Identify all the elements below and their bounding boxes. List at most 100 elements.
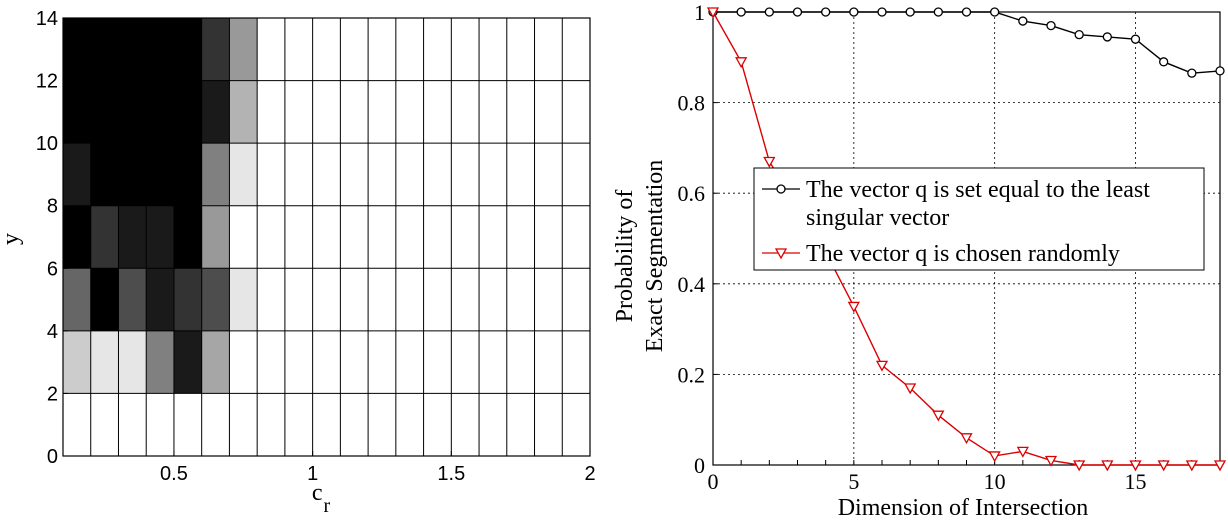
heatmap-cell	[63, 268, 91, 331]
line-chart-y-tick-label: 0.2	[678, 362, 706, 387]
heatmap-cell	[146, 268, 174, 331]
series-point-1	[961, 7, 972, 17]
series-point-2	[735, 57, 748, 69]
heatmap-cell	[534, 143, 563, 206]
y-axis-label-line-2: Exact Segmentation	[642, 160, 668, 353]
line-chart-x-tick-label: 10	[984, 469, 1006, 494]
heatmap-grid	[62, 17, 591, 457]
heatmap-cell	[451, 268, 480, 331]
heatmap-cell	[395, 18, 424, 81]
heatmap-cell	[201, 393, 230, 456]
heatmap-frame	[62, 17, 591, 457]
heatmap-cell	[395, 268, 424, 331]
series-point-2	[932, 410, 945, 422]
series-point-1	[849, 7, 859, 17]
series-point-2	[1016, 446, 1029, 458]
heatmap-cell	[118, 268, 147, 331]
heatmap-cell	[90, 143, 119, 206]
heatmap-cell	[451, 80, 480, 144]
series-point-2	[847, 301, 860, 313]
heatmap-cell	[284, 268, 313, 331]
heatmap-cell	[257, 80, 285, 144]
heatmap-cell	[423, 205, 452, 269]
heatmap-cell	[506, 330, 535, 394]
heatmap-cell	[257, 143, 285, 206]
heatmap-cell	[146, 393, 174, 456]
series-point-2	[1129, 460, 1142, 472]
heatmap-cell	[90, 18, 119, 81]
series-point-1	[1102, 32, 1112, 42]
heatmap-cell	[229, 205, 258, 269]
heatmap-cell	[90, 330, 119, 394]
heatmap-cell	[423, 80, 452, 144]
series-point-1	[764, 7, 774, 17]
heatmap-cell	[146, 205, 174, 269]
heatmap-cell	[451, 143, 480, 206]
heatmap-cell	[257, 268, 285, 331]
heatmap-cell	[534, 80, 563, 144]
heatmap-cell	[534, 393, 563, 456]
heatmap-cell	[479, 330, 507, 394]
heatmap-x-tick-label: 1.5	[437, 463, 465, 485]
heatmap-cell	[340, 393, 369, 456]
heatmap-cell	[534, 330, 563, 394]
heatmap-cells	[63, 18, 590, 456]
heatmap-cell	[118, 80, 147, 144]
heatmap-cell	[423, 393, 452, 456]
series-point-1	[1159, 57, 1169, 67]
heatmap-cell	[312, 268, 341, 331]
heatmap-cell	[312, 205, 341, 269]
heatmap-cell	[479, 18, 507, 81]
heatmap-cell	[257, 330, 285, 394]
series-point-1	[1018, 16, 1028, 26]
heatmap-x-ticks: 0.5 1 1.5 2	[160, 451, 596, 485]
heatmap-cell	[63, 205, 91, 269]
heatmap-cell	[118, 330, 147, 394]
line-chart-x-tick-label: 15	[1125, 469, 1147, 494]
heatmap-cell	[395, 330, 424, 394]
heatmap-cell	[63, 393, 91, 456]
heatmap-y-ticks: 0 2 4 6 8 10 12 14	[36, 8, 68, 468]
heatmap-cell	[479, 268, 507, 331]
series-point-1	[905, 7, 915, 17]
heatmap-cell	[340, 268, 369, 331]
series-line-1	[713, 11, 1221, 74]
series-point-1	[990, 7, 1000, 17]
heatmap-cell	[368, 18, 396, 81]
heatmap-cell	[340, 18, 369, 81]
heatmap-cell	[423, 268, 452, 331]
heatmap-cell	[173, 268, 202, 331]
heatmap-cell	[451, 18, 480, 81]
heatmap-cell	[118, 18, 147, 81]
legend-box	[753, 167, 1205, 271]
series-point-1	[1046, 20, 1056, 31]
heatmap-cell	[451, 393, 480, 456]
line-chart-x-tick-label: 5	[848, 469, 859, 494]
heatmap-cell	[506, 80, 535, 144]
line-chart-x-axis-label: Dimension of Intersection	[838, 495, 1089, 521]
heatmap-cell	[534, 205, 563, 269]
heatmap-cell	[257, 393, 285, 456]
series-point-2	[1157, 460, 1170, 472]
series-point-1	[821, 7, 831, 17]
heatmap-x-axis-label: cr	[312, 480, 331, 517]
series-point-2	[988, 451, 1001, 463]
heatmap-x-tick-label: 2	[584, 463, 595, 485]
series-point-1	[1074, 30, 1084, 40]
heatmap-y-tick-label: 0	[47, 446, 58, 468]
heatmap-cell	[90, 80, 119, 144]
heatmap-cell	[284, 80, 313, 144]
heatmap-cell	[173, 330, 202, 394]
line-chart-y-tick-label: 0.4	[678, 272, 706, 297]
y-axis-label-line-1: Probability of	[612, 190, 638, 323]
series-point-2	[960, 433, 973, 445]
series-point-2	[763, 156, 776, 168]
legend-label-series-2: The vector q is chosen randomly	[806, 241, 1120, 267]
line-chart-x-tick-label: 0	[708, 469, 719, 494]
heatmap-y-tick-label: 2	[47, 383, 58, 405]
heatmap-cell	[63, 143, 91, 206]
heatmap-cell	[284, 18, 313, 81]
heatmap-cell	[534, 18, 563, 81]
heatmap-cell	[146, 80, 174, 144]
heatmap-y-tick-label: 6	[47, 258, 58, 280]
